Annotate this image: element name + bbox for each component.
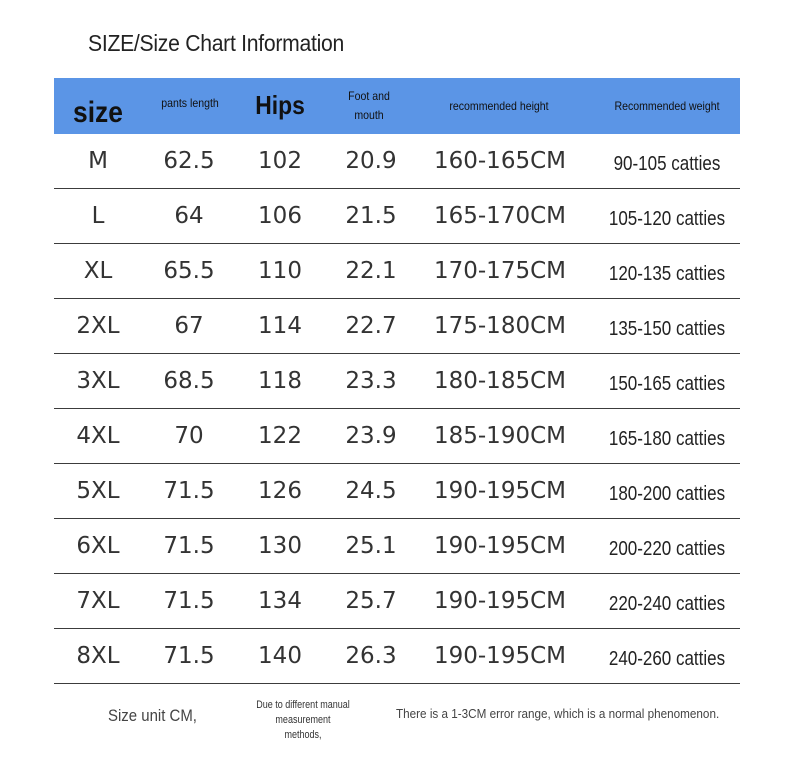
header-recommended-height: recommended height xyxy=(449,99,549,113)
cell-size: 2XL xyxy=(76,313,120,339)
table-row: 2XL 67 114 22.7 175-180CM 135-150 catties xyxy=(54,299,740,354)
footer-note-line1: Due to different manual measurement xyxy=(256,699,350,726)
header-recommended-weight: Recommended weight xyxy=(614,99,720,113)
cell-size: 4XL xyxy=(76,423,120,449)
cell-hips: 118 xyxy=(258,368,302,394)
cell-hips: 126 xyxy=(258,478,302,504)
cell-recommended-height: 185-190CM xyxy=(433,423,566,449)
cell-size: 8XL xyxy=(76,643,120,669)
cell-size: 5XL xyxy=(76,478,120,504)
cell-hips: 106 xyxy=(258,203,302,229)
cell-foot-mouth: 25.1 xyxy=(345,533,397,559)
cell-foot-mouth: 22.7 xyxy=(345,313,397,339)
page-title: SIZE/Size Chart Information xyxy=(88,30,344,56)
footer-unit: Size unit CM, xyxy=(108,706,197,725)
cell-recommended-height: 190-195CM xyxy=(433,643,566,669)
footer-note-line2: methods, xyxy=(284,729,322,741)
cell-pants-length: 70 xyxy=(174,423,204,449)
cell-pants-length: 64 xyxy=(174,203,204,229)
cell-recommended-height: 190-195CM xyxy=(433,533,566,559)
cell-hips: 102 xyxy=(258,148,302,174)
cell-pants-length: 71.5 xyxy=(163,533,215,559)
cell-hips: 110 xyxy=(258,258,302,284)
header-foot-line1: Foot and xyxy=(348,89,390,103)
cell-foot-mouth: 25.7 xyxy=(345,588,397,614)
table-row: 6XL 71.5 130 25.1 190-195CM 200-220 catties xyxy=(54,519,740,574)
footer-error-range: There is a 1-3CM error range, which is a… xyxy=(396,706,720,721)
cell-recommended-height: 180-185CM xyxy=(433,368,566,394)
cell-recommended-height: 190-195CM xyxy=(433,478,566,504)
cell-recommended-weight: 180-200 catties xyxy=(608,482,726,505)
table-row: M 62.5 102 20.9 160-165CM 90-105 catties xyxy=(54,134,740,189)
cell-size: 6XL xyxy=(76,533,120,559)
cell-pants-length: 65.5 xyxy=(163,258,215,284)
footer-note: Size unit CM, Due to different manual me… xyxy=(0,696,790,741)
cell-recommended-height: 160-165CM xyxy=(433,148,566,174)
cell-foot-mouth: 21.5 xyxy=(345,203,397,229)
cell-recommended-weight: 200-220 catties xyxy=(608,537,726,560)
cell-pants-length: 62.5 xyxy=(163,148,215,174)
cell-hips: 130 xyxy=(258,533,302,559)
cell-hips: 134 xyxy=(258,588,302,614)
cell-pants-length: 68.5 xyxy=(163,368,215,394)
cell-pants-length: 71.5 xyxy=(163,643,215,669)
table-row: 4XL 70 122 23.9 185-190CM 165-180 catties xyxy=(54,409,740,464)
table-row: XL 65.5 110 22.1 170-175CM 120-135 catties xyxy=(54,244,740,299)
cell-foot-mouth: 20.9 xyxy=(345,148,397,174)
cell-hips: 140 xyxy=(258,643,302,669)
table-row: L 64 106 21.5 165-170CM 105-120 catties xyxy=(54,189,740,244)
table-header: size pants length Hips Foot and mouth rec… xyxy=(54,78,740,134)
cell-recommended-weight: 120-135 catties xyxy=(608,262,726,285)
size-table-body: M 62.5 102 20.9 160-165CM 90-105 catties L 64 10… xyxy=(54,134,740,684)
header-pants-length: pants length xyxy=(161,96,219,110)
header-foot-mouth: Foot and mouth xyxy=(338,78,400,134)
cell-foot-mouth: 23.9 xyxy=(345,423,397,449)
cell-recommended-height: 165-170CM xyxy=(433,203,566,229)
header-hips: Hips xyxy=(255,89,305,120)
cell-size: M xyxy=(88,148,108,174)
cell-hips: 122 xyxy=(258,423,302,449)
cell-foot-mouth: 24.5 xyxy=(345,478,397,504)
cell-pants-length: 71.5 xyxy=(163,478,215,504)
cell-pants-length: 67 xyxy=(174,313,204,339)
cell-recommended-weight: 240-260 catties xyxy=(608,647,726,670)
cell-recommended-height: 175-180CM xyxy=(433,313,566,339)
footer-measurement-note: Due to different manual measurement meth… xyxy=(233,698,372,743)
cell-hips: 114 xyxy=(258,313,302,339)
cell-size: XL xyxy=(83,258,113,284)
cell-recommended-weight: 135-150 catties xyxy=(608,317,726,340)
cell-size: 3XL xyxy=(76,368,120,394)
cell-recommended-height: 170-175CM xyxy=(433,258,566,284)
table-row: 7XL 71.5 134 25.7 190-195CM 220-240 catties xyxy=(54,574,740,629)
cell-recommended-weight: 90-105 catties xyxy=(613,152,721,175)
cell-foot-mouth: 22.1 xyxy=(345,258,397,284)
header-foot-line2: mouth xyxy=(354,108,384,122)
cell-size: 7XL xyxy=(76,588,120,614)
cell-pants-length: 71.5 xyxy=(163,588,215,614)
table-row: 8XL 71.5 140 26.3 190-195CM 240-260 catties xyxy=(54,629,740,684)
cell-recommended-weight: 220-240 catties xyxy=(608,592,726,615)
table-row: 5XL 71.5 126 24.5 190-195CM 180-200 catties xyxy=(54,464,740,519)
header-size: size xyxy=(73,96,123,129)
cell-recommended-weight: 165-180 catties xyxy=(608,427,726,450)
cell-recommended-weight: 105-120 catties xyxy=(608,207,726,230)
table-row: 3XL 68.5 118 23.3 180-185CM 150-165 catties xyxy=(54,354,740,409)
cell-size: L xyxy=(91,203,105,229)
cell-foot-mouth: 23.3 xyxy=(345,368,397,394)
cell-foot-mouth: 26.3 xyxy=(345,643,397,669)
cell-recommended-height: 190-195CM xyxy=(433,588,566,614)
cell-recommended-weight: 150-165 catties xyxy=(608,372,726,395)
